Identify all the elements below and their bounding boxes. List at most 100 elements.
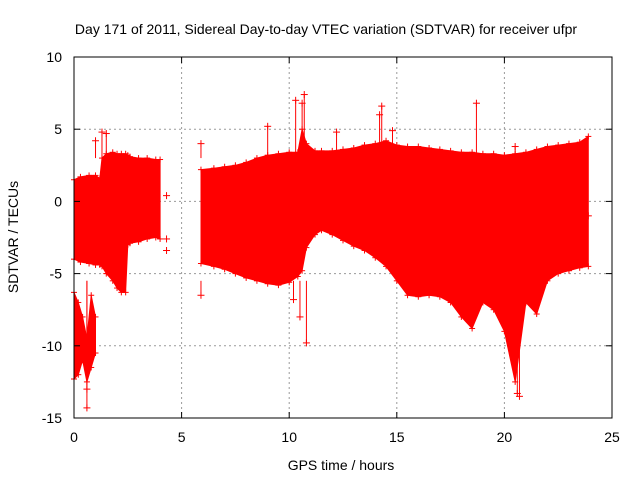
edge-marker	[544, 143, 551, 150]
data-point	[472, 99, 480, 159]
edge-marker	[361, 142, 368, 149]
edge-marker	[92, 172, 99, 179]
edge-marker	[103, 270, 110, 277]
edge-marker	[135, 238, 142, 245]
edge-marker	[490, 150, 497, 157]
edge-marker	[585, 133, 592, 140]
edge-marker	[294, 273, 301, 280]
edge-marker	[436, 293, 443, 300]
edge-marker	[329, 231, 336, 238]
edge-marker	[565, 140, 572, 147]
data-point	[515, 280, 523, 400]
edge-marker	[144, 235, 151, 242]
edge-marker	[447, 147, 454, 154]
edge-marker	[312, 231, 319, 238]
edge-marker	[544, 277, 551, 284]
edge-marker	[109, 277, 116, 284]
y-tick-label: 0	[54, 193, 62, 209]
edge-marker	[393, 142, 400, 149]
data-point	[302, 280, 310, 347]
edge-marker	[86, 260, 93, 267]
edge-marker	[299, 267, 306, 274]
edge-marker	[75, 299, 82, 306]
edge-marker	[318, 147, 325, 154]
edge-marker	[404, 143, 411, 150]
edge-marker	[152, 234, 159, 241]
y-axis-label: SDTVAR / TECUs	[5, 181, 21, 293]
edge-marker	[79, 313, 86, 320]
edge-marker	[275, 282, 282, 289]
edge-marker	[576, 139, 583, 146]
edge-marker	[77, 173, 84, 180]
data-band-1	[73, 151, 161, 293]
edge-marker	[88, 292, 95, 299]
edge-marker	[340, 237, 346, 244]
data-layer	[71, 91, 592, 412]
edge-marker	[555, 270, 562, 277]
edge-marker	[98, 263, 105, 270]
edge-marker	[469, 149, 476, 156]
x-tick-label: 10	[281, 429, 297, 445]
edge-marker	[275, 150, 282, 157]
edge-marker	[479, 150, 486, 157]
edge-marker	[585, 263, 592, 270]
edge-marker	[197, 260, 204, 267]
data-point	[83, 280, 91, 393]
edge-marker	[232, 162, 239, 169]
edge-marker	[404, 292, 411, 299]
edge-marker	[469, 325, 476, 332]
edge-marker	[350, 243, 357, 250]
edge-marker	[393, 277, 400, 284]
y-tick-label: -10	[42, 338, 62, 354]
edge-marker	[436, 146, 443, 153]
edge-marker	[501, 152, 508, 159]
data-point	[292, 96, 300, 159]
edge-marker	[533, 311, 540, 318]
x-tick-label: 15	[389, 429, 405, 445]
edge-marker	[372, 140, 379, 147]
edge-marker	[361, 247, 368, 254]
edge-marker	[126, 240, 133, 247]
data-point	[102, 130, 110, 159]
edge-marker	[92, 313, 99, 320]
data-point	[296, 280, 304, 321]
edge-marker	[458, 149, 465, 156]
y-tick-label: 10	[46, 49, 62, 65]
edge-marker	[243, 274, 250, 281]
edge-marker	[522, 149, 529, 156]
edge-marker	[286, 279, 293, 286]
data-point	[197, 280, 205, 299]
data-point	[376, 111, 384, 159]
edge-marker	[157, 156, 164, 163]
edge-marker	[114, 285, 121, 292]
edge-marker	[350, 144, 357, 151]
edge-marker	[126, 153, 133, 160]
edge-marker	[447, 299, 454, 306]
edge-marker	[458, 313, 465, 320]
edge-marker	[135, 155, 142, 162]
edge-marker	[77, 259, 84, 266]
edge-marker	[303, 244, 310, 251]
data-point	[290, 280, 298, 304]
edge-marker	[340, 146, 346, 153]
x-tick-label: 25	[604, 429, 620, 445]
edge-marker	[243, 159, 250, 166]
edge-marker	[533, 146, 540, 153]
edge-marker	[522, 299, 529, 306]
data-point	[388, 127, 396, 159]
edge-marker	[318, 227, 325, 234]
y-tick-label: 5	[54, 121, 62, 137]
edge-marker	[144, 155, 151, 162]
x-axis-label: GPS time / hours	[288, 457, 395, 473]
edge-marker	[197, 166, 204, 173]
edge-marker	[88, 364, 95, 371]
edge-marker	[426, 292, 433, 299]
edge-marker	[372, 254, 379, 261]
edge-marker	[329, 147, 336, 154]
data-point	[511, 143, 519, 159]
edge-marker	[555, 142, 562, 149]
x-tick-label: 0	[70, 429, 78, 445]
data-point	[584, 212, 592, 220]
y-tick-label: -5	[50, 266, 63, 282]
